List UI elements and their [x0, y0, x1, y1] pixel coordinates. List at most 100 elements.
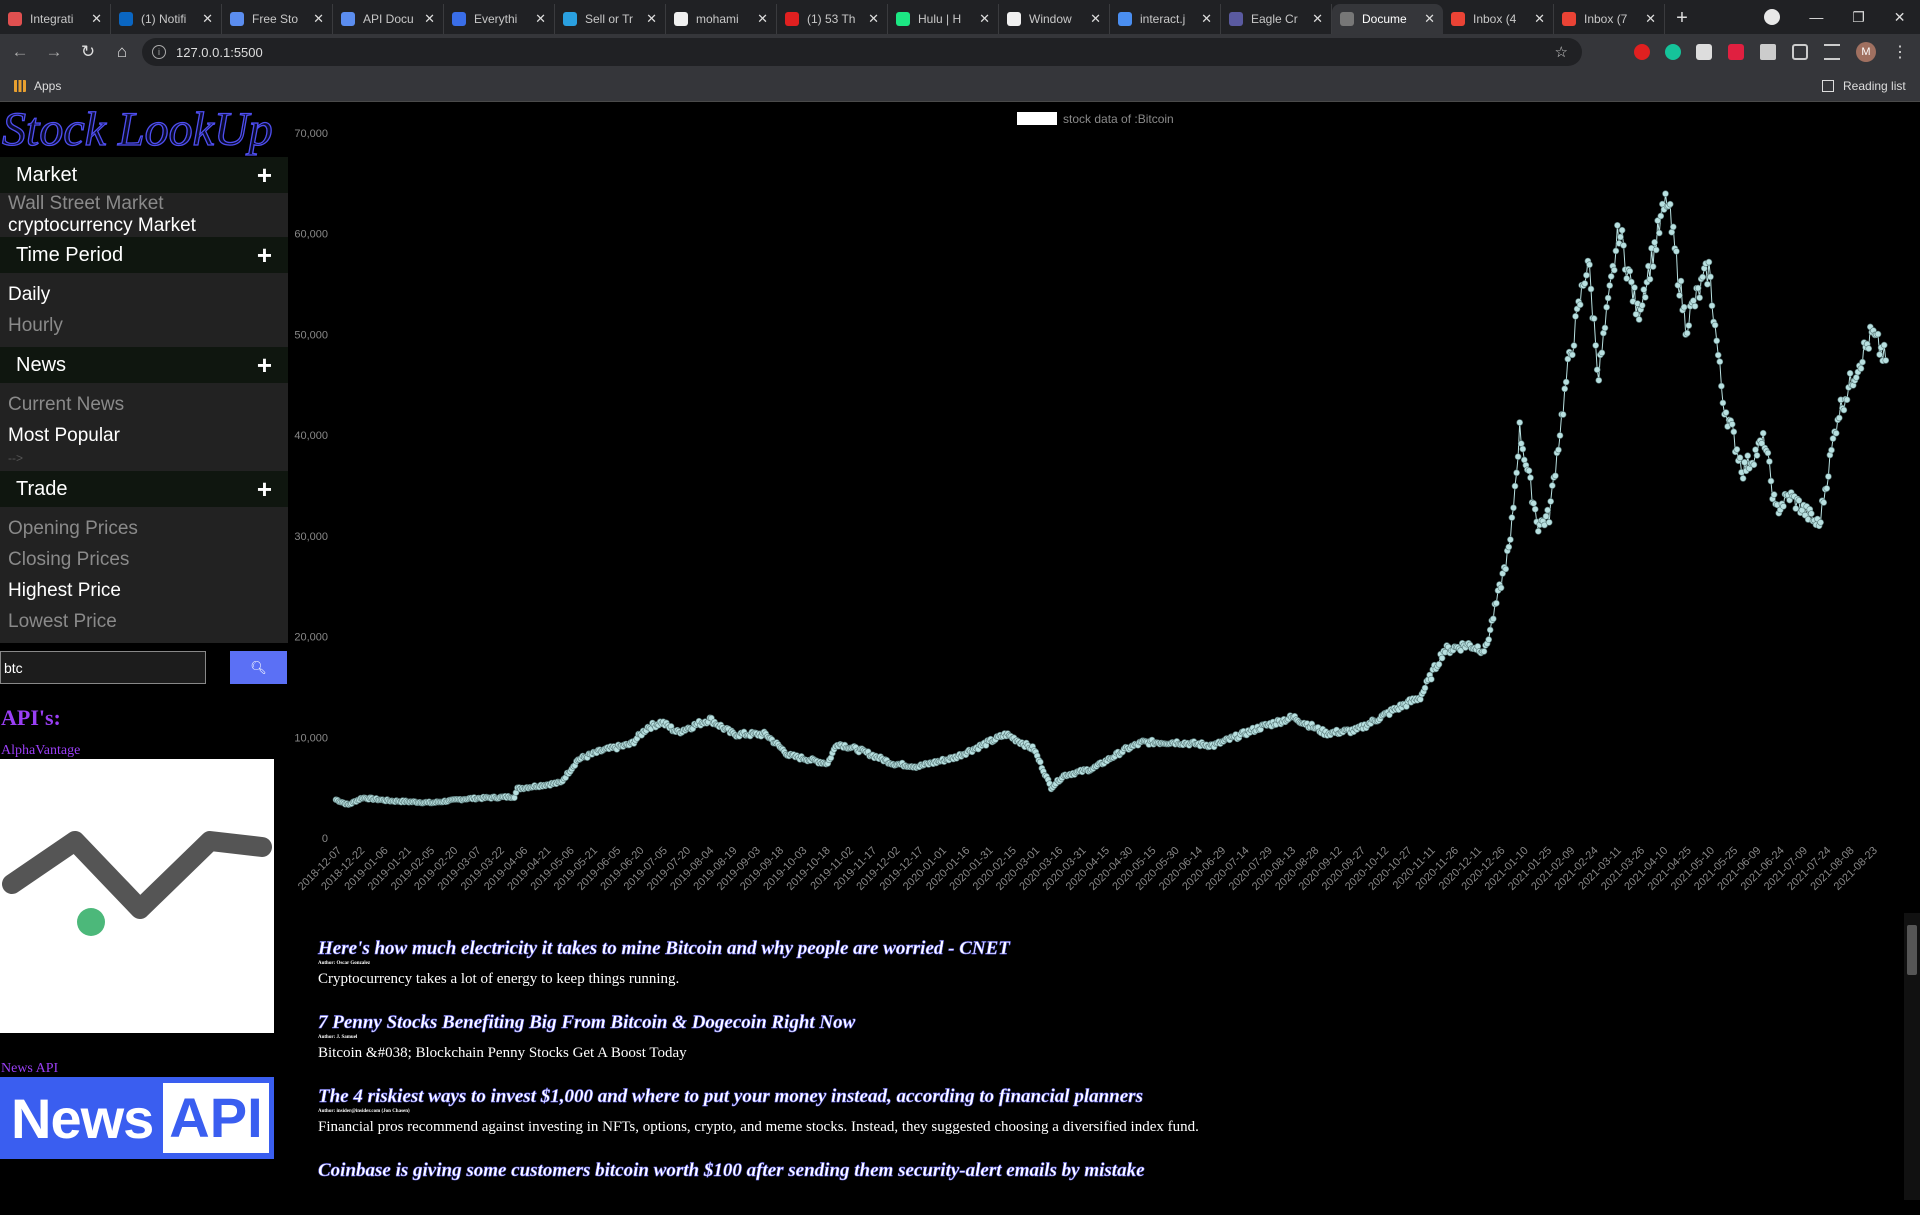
price-point	[1808, 510, 1815, 517]
tab-close-icon[interactable]: ✕	[424, 11, 435, 26]
close-window-icon[interactable]: ✕	[1893, 8, 1906, 25]
sidebar-option[interactable]: Daily	[8, 284, 51, 305]
tab-title: Inbox (4	[1473, 12, 1517, 26]
y-tick-label: 60,000	[294, 229, 328, 241]
browser-tab[interactable]: mohami ✕	[666, 4, 777, 34]
price-point	[1719, 399, 1727, 407]
sidebar-option[interactable]: Current News	[8, 394, 125, 415]
browser-tab[interactable]: Everythi ✕	[444, 4, 555, 34]
tab-close-icon[interactable]: ✕	[1201, 11, 1212, 26]
tab-close-icon[interactable]: ✕	[1645, 11, 1656, 26]
tab-close-icon[interactable]: ✕	[868, 11, 879, 26]
news-title-link[interactable]: The 4 riskiest ways to invest $1,000 and…	[318, 1086, 1143, 1107]
extension-note-icon[interactable]	[1696, 44, 1712, 60]
bookmark-star-icon[interactable]: ☆	[1554, 44, 1568, 61]
news-title-link[interactable]: Coinbase is giving some customers bitcoi…	[318, 1160, 1145, 1181]
tab-close-icon[interactable]: ✕	[1424, 11, 1435, 26]
news-scrollbar[interactable]	[1904, 913, 1920, 1200]
alphavantage-link[interactable]: AlphaVantage	[1, 743, 81, 758]
price-point	[1640, 286, 1648, 293]
expand-plus-icon[interactable]: +	[256, 474, 272, 504]
browser-tab[interactable]: Window ✕	[999, 4, 1110, 34]
chrome-menu-icon[interactable]: ⋮	[1892, 44, 1908, 61]
reload-icon[interactable]: ↻	[80, 42, 96, 61]
price-point	[1713, 337, 1720, 345]
browser-tab[interactable]: Eagle Cr ✕	[1221, 4, 1332, 34]
browser-tab[interactable]: Sell or Tr ✕	[555, 4, 666, 34]
extension-adblock-icon[interactable]	[1634, 44, 1650, 60]
price-point	[1552, 472, 1559, 480]
profile-avatar[interactable]: M	[1856, 42, 1876, 62]
omnibox[interactable]: i 127.0.0.1:5500 ☆	[142, 38, 1582, 66]
sidebar-option[interactable]: Hourly	[8, 315, 63, 336]
tab-favicon-icon	[674, 12, 688, 26]
extension-grammarly-icon[interactable]	[1665, 44, 1681, 60]
tab-close-icon[interactable]: ✕	[979, 11, 990, 26]
sidebar-option[interactable]: Opening Prices	[8, 518, 138, 539]
tab-search-icon[interactable]	[1764, 9, 1781, 25]
home-icon[interactable]: ⌂	[116, 42, 128, 61]
tab-close-icon[interactable]: ✕	[202, 11, 213, 26]
newsapi-logo[interactable]: News API	[0, 1077, 274, 1159]
extensions-puzzle-icon[interactable]	[1760, 44, 1776, 60]
news-title-link[interactable]: Here's how much electricity it takes to …	[318, 938, 1010, 959]
cast-icon[interactable]	[1792, 44, 1808, 60]
new-tab-button[interactable]: +	[1676, 7, 1688, 29]
sidebar-option[interactable]: cryptocurrency Market	[8, 215, 196, 236]
browser-tab[interactable]: Hulu | H ✕	[888, 4, 999, 34]
y-tick-label: 50,000	[294, 329, 328, 341]
browser-tab[interactable]: Inbox (7 ✕	[1554, 4, 1665, 34]
forward-icon[interactable]: →	[45, 42, 63, 61]
sidebar-section-header[interactable]: News +	[0, 347, 288, 383]
sidebar-option[interactable]: Closing Prices	[8, 549, 130, 570]
sidebar-section-header[interactable]: Time Period +	[0, 237, 288, 273]
news-article: The 4 riskiest ways to invest $1,000 and…	[318, 1086, 1878, 1136]
media-queue-icon[interactable]	[1824, 44, 1840, 60]
tab-close-icon[interactable]: ✕	[1534, 11, 1545, 26]
restore-icon[interactable]: ❐	[1852, 8, 1865, 25]
expand-plus-icon[interactable]: +	[256, 240, 272, 270]
browser-tab[interactable]: Free Sto ✕	[222, 4, 333, 34]
back-icon[interactable]: ←	[11, 42, 29, 61]
tab-close-icon[interactable]: ✕	[1312, 11, 1323, 26]
minimize-icon[interactable]: —	[1809, 9, 1824, 25]
news-title-link[interactable]: 7 Penny Stocks Benefiting Big From Bitco…	[318, 1012, 856, 1033]
reading-list-button[interactable]: Reading list	[1843, 78, 1906, 93]
browser-tab[interactable]: Docume ✕	[1332, 4, 1443, 34]
browser-tab[interactable]: Inbox (4 ✕	[1443, 4, 1554, 34]
apps-grid-icon[interactable]	[14, 79, 26, 92]
symbol-search-input[interactable]	[0, 651, 206, 684]
expand-plus-icon[interactable]: +	[256, 160, 272, 190]
tab-close-icon[interactable]: ✕	[313, 11, 324, 26]
newsapi-link[interactable]: News API	[1, 1061, 59, 1076]
browser-tab[interactable]: (1) Notifi ✕	[111, 4, 222, 34]
search-button[interactable]: 🔍︎	[230, 651, 287, 684]
browser-tab[interactable]: API Docu ✕	[333, 4, 444, 34]
site-info-icon[interactable]: i	[152, 45, 166, 59]
price-point	[1572, 313, 1579, 320]
tab-close-icon[interactable]: ✕	[646, 11, 657, 26]
alphavantage-logo[interactable]	[0, 759, 274, 1033]
tab-close-icon[interactable]: ✕	[91, 11, 102, 26]
tab-close-icon[interactable]: ✕	[535, 11, 546, 26]
news-description: Financial pros recommend against investi…	[318, 1119, 1199, 1135]
extension-pocket-icon[interactable]	[1728, 44, 1744, 60]
news-scrollbar-thumb[interactable]	[1907, 925, 1917, 975]
browser-tab[interactable]: (1) 53 Th ✕	[777, 4, 888, 34]
price-point	[1421, 684, 1429, 692]
apps-bookmark[interactable]: Apps	[34, 78, 62, 93]
sidebar-option[interactable]: Highest Price	[8, 580, 121, 601]
sidebar-option[interactable]: Lowest Price	[8, 611, 117, 632]
sidebar-option[interactable]: Most Popular	[8, 425, 120, 446]
reading-list-icon[interactable]	[1822, 79, 1834, 92]
tab-close-icon[interactable]: ✕	[757, 11, 768, 26]
expand-plus-icon[interactable]: +	[256, 350, 272, 380]
sidebar-section-header[interactable]: Trade +	[0, 471, 288, 507]
browser-tab[interactable]: Integrati ✕	[0, 4, 111, 34]
sidebar-section-header[interactable]: Market +	[0, 157, 288, 193]
sidebar-option[interactable]: Wall Street Market	[8, 193, 164, 214]
tab-title: (1) 53 Th	[807, 12, 856, 26]
browser-tab[interactable]: interact.j ✕	[1110, 4, 1221, 34]
stray-comment-text: -->	[8, 451, 23, 465]
tab-close-icon[interactable]: ✕	[1090, 11, 1101, 26]
